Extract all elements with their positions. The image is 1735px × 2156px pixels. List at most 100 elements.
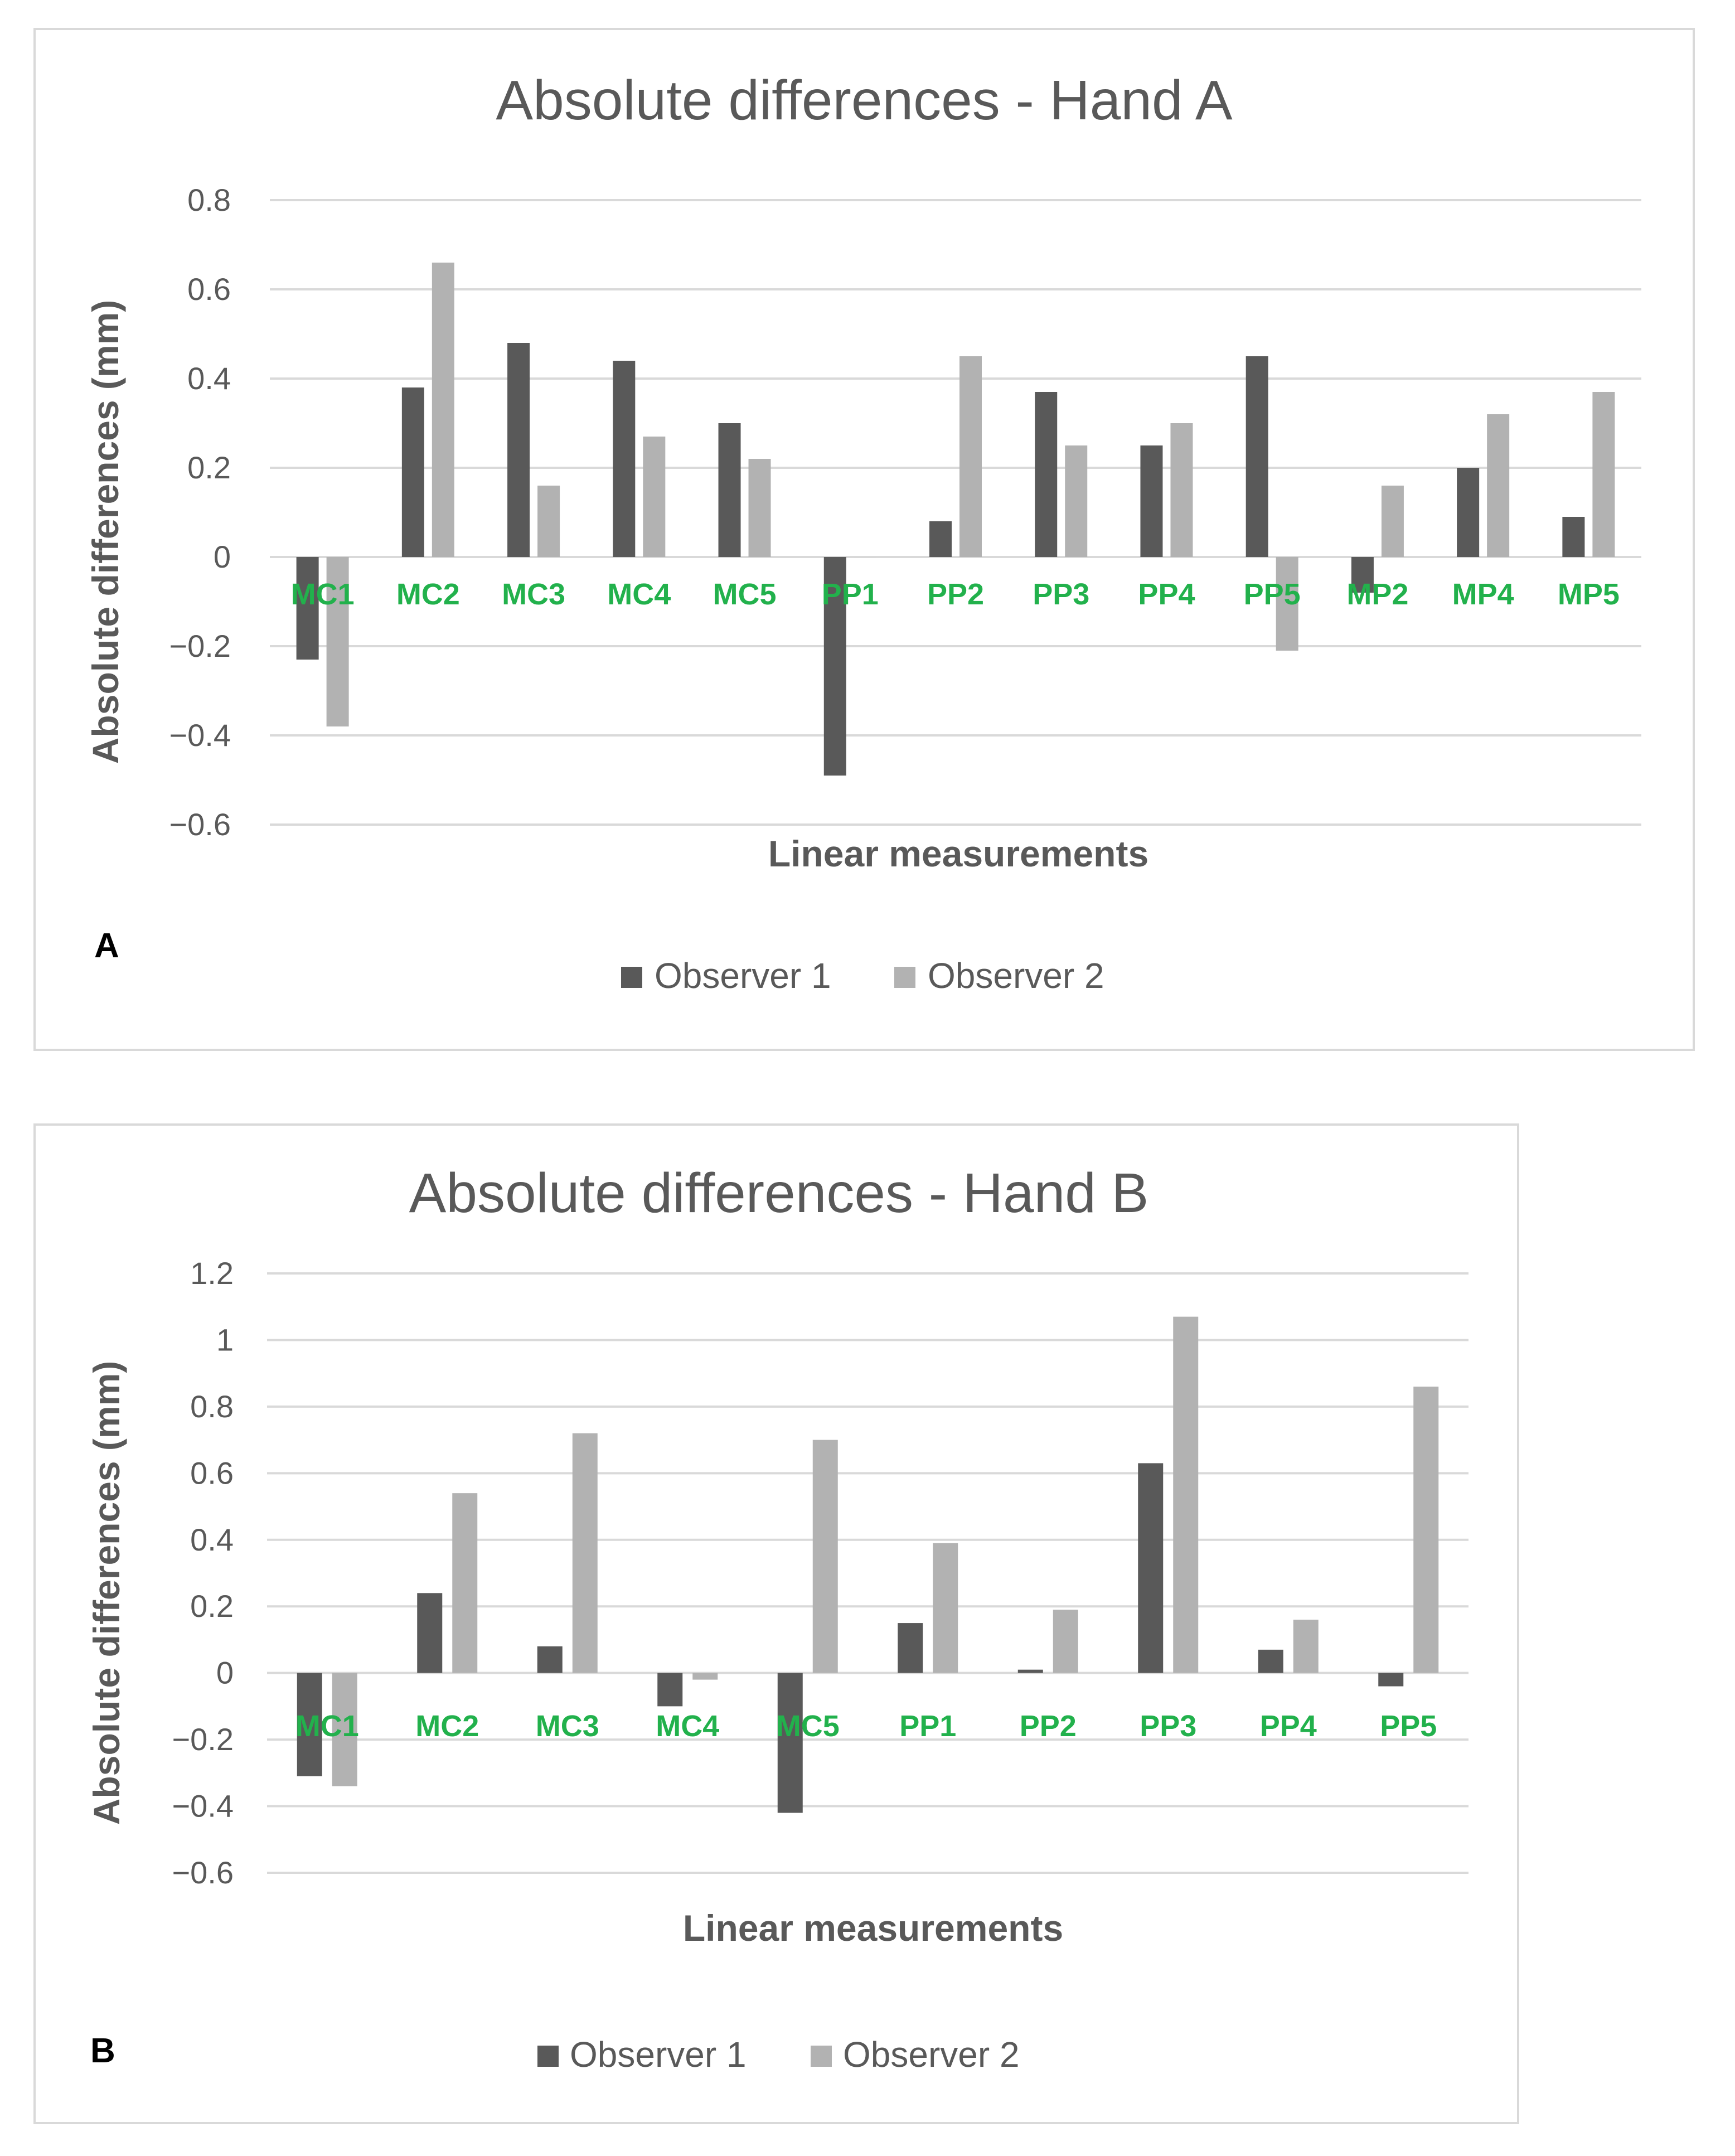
bar-observer-1-pp2: [1017, 1669, 1043, 1673]
legend-label-observer-2-a: Observer 2: [928, 956, 1104, 996]
chart-panel-b: Absolute differences - Hand B 1.2 1 0.8 0.6…: [33, 1123, 1519, 2124]
x-category-label: MC1: [295, 1709, 359, 1743]
chart-title-b: Absolute differences - Hand B: [409, 1162, 1149, 1224]
bar-observer-1-mc5: [718, 423, 741, 557]
x-axis-label-a: Linear measurements: [768, 833, 1148, 874]
bar-observer-1-pp4: [1258, 1649, 1283, 1673]
bar-observer-2-pp1: [933, 1543, 958, 1673]
bar-observer-1-mc4: [657, 1673, 683, 1707]
bar-observer-2-mc2: [432, 263, 454, 557]
legend-label-observer-1-a: Observer 1: [655, 956, 831, 996]
panel-letter-a: A: [94, 927, 119, 965]
y-tick-label: −0.2: [169, 628, 231, 663]
bar-observer-2-pp3: [1173, 1316, 1199, 1673]
y-tick-label: −0.4: [169, 718, 231, 753]
legend-swatch-observer-2-a: [894, 967, 915, 988]
legend-swatch-observer-2-b: [811, 2046, 832, 2067]
x-category-label: MC4: [656, 1709, 719, 1743]
chart-svg-b: Absolute differences - Hand B 1.2 1 0.8 0.6…: [86, 1162, 1469, 2075]
bar-observer-1-pp5: [1245, 356, 1268, 557]
x-category-label: PP3: [1033, 578, 1089, 611]
bar-observer-1-mc2: [417, 1593, 443, 1673]
x-category-label: PP1: [822, 578, 879, 611]
y-tick-label: 0.8: [190, 1389, 234, 1424]
chart-svg-a: Absolute differences - Hand A 0.8 0.6 0.4 0…: [85, 69, 1641, 996]
bar-observer-2-mp5: [1592, 392, 1615, 557]
x-category-label: MC5: [713, 578, 777, 611]
bar-observer-1-mc4: [613, 361, 636, 557]
chart-panel-a: Absolute differences - Hand A 0.8 0.6 0.4 0…: [33, 28, 1695, 1051]
bar-observer-2-mc5: [748, 459, 771, 557]
y-tick-label: 0.4: [190, 1522, 234, 1557]
bar-observer-2-pp4: [1170, 423, 1193, 557]
legend-swatch-observer-1-b: [537, 2046, 559, 2067]
x-category-label: MC5: [776, 1709, 840, 1743]
x-category-label: PP3: [1140, 1709, 1196, 1743]
bar-observer-2-pp4: [1293, 1620, 1319, 1673]
chart-title-a: Absolute differences - Hand A: [496, 69, 1232, 132]
x-category-label: MP2: [1346, 578, 1408, 611]
y-tick-label: 0.8: [187, 182, 231, 217]
y-axis-label-a: Absolute differences (mm): [85, 300, 126, 764]
bar-observer-2-pp2: [1053, 1610, 1078, 1673]
bar-observer-2-pp5: [1413, 1387, 1439, 1673]
y-tick-label: −0.4: [172, 1789, 234, 1824]
x-category-label: PP2: [1020, 1709, 1077, 1743]
legend-label-observer-2-b: Observer 2: [843, 2034, 1020, 2075]
y-tick-label: 0: [214, 539, 231, 574]
y-tick-label: 0.4: [187, 361, 231, 396]
y-tick-label: 0.2: [190, 1588, 234, 1624]
bar-observer-1-pp5: [1378, 1673, 1404, 1687]
bar-observer-2-pp5: [1276, 557, 1298, 651]
bar-observer-2-mc1: [332, 1673, 357, 1786]
x-category-label: MC3: [536, 1709, 599, 1743]
y-tick-label: 1.2: [190, 1256, 234, 1291]
x-category-label: MC3: [502, 578, 565, 611]
bar-observer-1-mc5: [777, 1673, 803, 1813]
y-tick-label: 0.6: [187, 272, 231, 307]
bar-observer-2-mc5: [812, 1440, 838, 1673]
panel-letter-b: B: [90, 2032, 115, 2070]
x-category-label: MC1: [291, 578, 355, 611]
x-category-label: PP5: [1380, 1709, 1437, 1743]
bar-observer-2-mc3: [537, 486, 560, 557]
x-axis-label-b: Linear measurements: [683, 1907, 1063, 1949]
bar-observer-1-mp4: [1457, 468, 1480, 557]
bar-observer-2-mp2: [1381, 486, 1404, 557]
bar-observer-1-mc1: [297, 1673, 322, 1776]
legend-label-observer-1-b: Observer 1: [570, 2034, 747, 2075]
bar-observer-2-mc4: [643, 437, 666, 557]
y-tick-label: 0.2: [187, 450, 231, 485]
bar-observer-1-mp2: [1351, 557, 1374, 593]
bar-observer-2-pp2: [959, 356, 982, 557]
bar-observer-1-mc1: [296, 557, 319, 660]
bar-observer-1-mp5: [1562, 517, 1585, 557]
bar-observer-1-pp3: [1035, 392, 1058, 557]
bar-observer-1-pp3: [1138, 1463, 1164, 1673]
bar-observer-2-mp4: [1487, 414, 1510, 557]
bar-observer-1-pp1: [898, 1623, 923, 1673]
bar-observer-2-mc4: [692, 1673, 718, 1680]
bar-observer-1-mc2: [401, 387, 424, 557]
x-category-label: PP4: [1260, 1709, 1317, 1743]
y-tick-label: 0: [216, 1655, 234, 1690]
bar-observer-1-pp4: [1140, 445, 1163, 557]
x-category-label: MC4: [607, 578, 671, 611]
x-category-label: PP4: [1138, 578, 1195, 611]
y-axis-label-b: Absolute differences (mm): [86, 1361, 127, 1825]
x-category-label: PP2: [927, 578, 984, 611]
bar-observer-1-pp1: [823, 557, 846, 776]
y-tick-label: −0.6: [169, 807, 231, 842]
x-category-label: MP5: [1558, 578, 1620, 611]
bar-observer-2-mc3: [572, 1433, 598, 1673]
bar-observer-1-pp2: [929, 521, 952, 557]
x-category-label: PP5: [1244, 578, 1301, 611]
y-tick-label: −0.2: [172, 1722, 234, 1757]
x-category-label: MC2: [396, 578, 460, 611]
bar-observer-1-mc3: [537, 1646, 563, 1673]
y-tick-label: −0.6: [172, 1855, 234, 1890]
bar-observer-2-mc1: [326, 557, 349, 726]
bar-observer-1-mc3: [507, 343, 530, 557]
y-tick-label: 0.6: [190, 1455, 234, 1490]
x-category-label: MC2: [415, 1709, 479, 1743]
